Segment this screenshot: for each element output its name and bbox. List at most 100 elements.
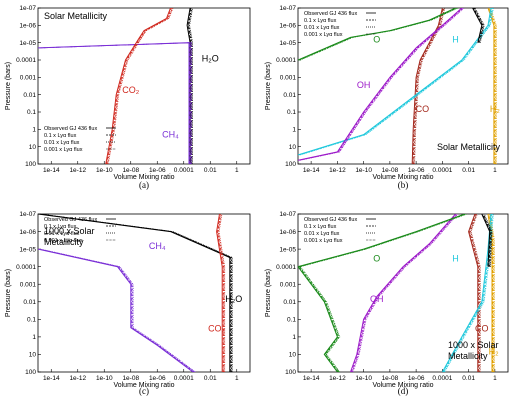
- y-tick-label: 1e-05: [19, 246, 36, 253]
- series-label: CO: [475, 324, 489, 334]
- series-line: [470, 214, 481, 372]
- legend-entry: 0.01 x Lyα flux: [44, 140, 80, 146]
- series-line: [298, 214, 465, 372]
- series-line: [218, 214, 226, 372]
- series-label: CO₂: [122, 85, 140, 95]
- x-tick-label: 1e-06: [149, 375, 166, 382]
- y-tick-label: 0.1: [27, 317, 36, 324]
- series-line: [300, 8, 465, 161]
- series-line: [474, 8, 485, 43]
- series-line: [299, 214, 467, 372]
- series-line: [473, 8, 484, 43]
- series-line: [443, 214, 494, 372]
- series-line: [489, 214, 495, 372]
- x-axis-label: Volume Mixing ratio: [113, 382, 174, 389]
- x-tick-label: 1: [235, 375, 239, 382]
- y-tick-label: 0.01: [23, 299, 36, 306]
- y-tick-label: 0.0001: [16, 57, 36, 64]
- legend-entry: 0.001 x Lyα flux: [304, 238, 343, 244]
- x-tick-label: 1e-08: [382, 167, 399, 174]
- series-line: [300, 8, 459, 61]
- series-line: [351, 214, 458, 372]
- legend-entry: 0.01 x Lyα flux: [304, 231, 340, 237]
- x-tick-label: 1e-08: [122, 375, 139, 382]
- series-label: CH₄: [149, 241, 166, 251]
- series-label: H₂O: [225, 294, 242, 304]
- plot-frame: [37, 7, 251, 165]
- series-line: [473, 8, 484, 43]
- x-tick-label: 0.01: [204, 375, 217, 382]
- chart-panel: 1e-14 1e-12 1e-10 1e-08 1e-06 0.0001 0.01 1 1e-0…: [5, 211, 251, 396]
- series-line: [352, 214, 459, 372]
- series-line: [299, 8, 458, 61]
- x-axis-label: Volume Mixing ratio: [113, 174, 174, 181]
- series-label: O: [373, 35, 380, 45]
- series-line: [490, 8, 497, 164]
- legend-entry: 0.1 x Lyα flux: [304, 224, 337, 230]
- plot-frame: [297, 7, 509, 165]
- series-label: H: [452, 253, 459, 263]
- legend-entry: 0.1 x Lyα flux: [44, 224, 77, 230]
- legend-entry: 0.001 x Lyα flux: [44, 147, 83, 153]
- y-tick-label: 1e-06: [279, 23, 296, 30]
- y-tick-label: 0.001: [20, 75, 37, 82]
- series-line: [188, 8, 193, 164]
- y-tick-label: 0.01: [283, 92, 296, 99]
- series-label: O: [373, 253, 380, 263]
- y-tick-label: 0.01: [283, 299, 296, 306]
- y-tick-label: 0.001: [280, 75, 297, 82]
- y-tick-label: 10: [29, 352, 37, 359]
- y-tick-label: 1e-07: [19, 5, 36, 12]
- x-tick-label: 1e-12: [69, 167, 86, 174]
- x-tick-label: 0.01: [204, 167, 217, 174]
- legend-entry: 0.1 x Lyα flux: [44, 133, 77, 139]
- y-tick-label: 1e-06: [279, 229, 296, 236]
- x-tick-label: 1: [235, 167, 239, 174]
- plot-frame: [37, 213, 251, 373]
- series-line: [481, 214, 491, 267]
- y-tick-label: 0.0001: [16, 264, 36, 271]
- y-tick-label: 1e-06: [19, 229, 36, 236]
- series-line: [39, 248, 196, 372]
- legend-entry: 0.01 x Lyα flux: [304, 25, 340, 31]
- series-line: [414, 8, 446, 164]
- series-line: [217, 214, 225, 372]
- y-tick-label: 0.0001: [276, 57, 296, 64]
- x-tick-label: 1e-10: [355, 167, 372, 174]
- y-tick-label: 1e-06: [19, 23, 36, 30]
- y-tick-label: 0.001: [20, 281, 37, 288]
- x-tick-label: 1e-12: [69, 375, 86, 382]
- series-line: [472, 8, 483, 43]
- chart-panel: 1e-14 1e-12 1e-10 1e-08 1e-06 0.0001 0.01 1 1e-0…: [265, 211, 509, 396]
- legend-entry: Observed GJ 436 flux: [304, 217, 357, 223]
- y-tick-label: 0.0001: [276, 264, 296, 271]
- series-label: H₂: [490, 104, 500, 114]
- panel-caption: (a): [139, 180, 149, 190]
- x-tick-label: 1e-10: [96, 375, 113, 382]
- x-tick-label: 1e-06: [408, 375, 425, 382]
- y-axis-label: Pressure (bars): [265, 269, 272, 317]
- series-line: [216, 214, 223, 372]
- series-line: [468, 214, 479, 372]
- series-line: [487, 214, 493, 372]
- series-line: [482, 214, 492, 267]
- y-tick-label: 100: [25, 161, 36, 168]
- y-axis-label: Pressure (bars): [5, 269, 12, 317]
- series-label: H₂O: [202, 53, 219, 63]
- x-tick-label: 0.0001: [432, 375, 452, 382]
- x-tick-label: 1e-12: [329, 167, 346, 174]
- panel-caption: (b): [398, 180, 409, 190]
- x-axis-label: Volume Mixing ratio: [372, 382, 433, 389]
- panel-annotation: Solar Metallicity: [44, 11, 108, 21]
- y-tick-label: 1e-07: [279, 5, 296, 12]
- legend-entry: 0.1 x Lyα flux: [304, 18, 337, 24]
- x-tick-label: 1e-10: [96, 167, 113, 174]
- x-tick-label: 0.0001: [174, 375, 194, 382]
- series-line: [300, 8, 494, 156]
- series-line: [298, 8, 463, 161]
- series-line: [40, 42, 192, 164]
- panel-annotation: 1000 x Solar Metallicity: [44, 226, 95, 247]
- series-line: [469, 214, 481, 372]
- series-label: CO: [416, 104, 430, 114]
